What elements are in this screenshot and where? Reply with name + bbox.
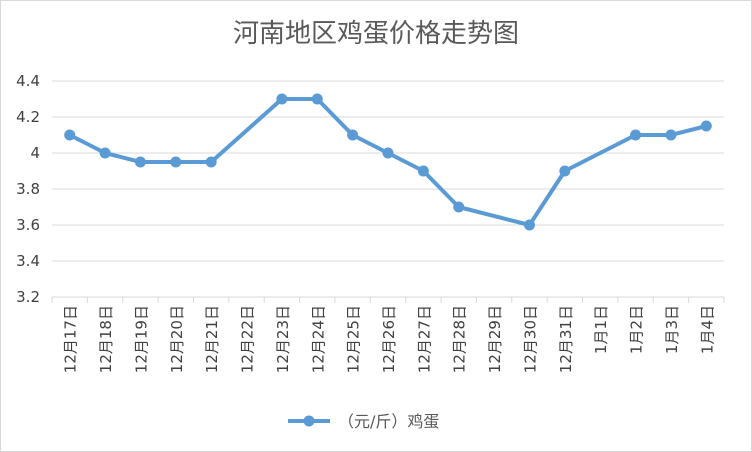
x-tick-label: 12月21日 bbox=[203, 305, 221, 373]
data-point bbox=[64, 129, 76, 141]
data-point bbox=[523, 219, 535, 231]
x-tick-label: 12月24日 bbox=[309, 305, 327, 373]
data-point bbox=[382, 147, 394, 159]
x-tick-label: 12月18日 bbox=[97, 305, 115, 373]
data-point bbox=[453, 201, 465, 213]
data-point bbox=[311, 93, 323, 105]
legend-marker-icon bbox=[303, 415, 315, 427]
data-point bbox=[99, 147, 111, 159]
x-tick-label: 12月29日 bbox=[486, 305, 504, 373]
x-tick-label: 12月20日 bbox=[168, 305, 186, 373]
legend-label: （元/斤）鸡蛋 bbox=[338, 412, 439, 431]
x-tick-label: 12月26日 bbox=[380, 305, 398, 373]
y-tick-label: 3.8 bbox=[16, 180, 40, 198]
series-line bbox=[67, 97, 709, 227]
y-tick-label: 3.2 bbox=[16, 288, 40, 306]
x-tick-label: 1月1日 bbox=[592, 305, 610, 354]
x-tick-label: 12月27日 bbox=[415, 305, 433, 373]
data-point bbox=[700, 120, 712, 132]
x-tick-label: 12月28日 bbox=[451, 305, 469, 373]
gridlines bbox=[52, 80, 724, 298]
x-axis: 12月17日 12月18日 12月19日 12月20日 12月21日 12月22日 12月2… bbox=[51, 297, 725, 373]
data-point bbox=[134, 156, 146, 168]
x-tick-label: 12月30日 bbox=[521, 305, 539, 373]
y-tick-label: 3.4 bbox=[16, 252, 40, 270]
y-tick-label: 3.6 bbox=[16, 216, 40, 234]
y-tick-label: 4.4 bbox=[16, 72, 40, 90]
chart-title: 河南地区鸡蛋价格走势图 bbox=[232, 19, 519, 49]
y-axis: 3.2 3.4 3.6 3.8 4 4.2 4.4 bbox=[16, 72, 40, 306]
data-point bbox=[417, 165, 429, 177]
x-tick-label: 1月2日 bbox=[628, 305, 646, 354]
data-point bbox=[170, 156, 182, 168]
data-point bbox=[559, 165, 571, 177]
x-tick-label: 12月25日 bbox=[345, 305, 363, 373]
data-point bbox=[205, 156, 217, 168]
data-point bbox=[347, 129, 359, 141]
data-point bbox=[630, 129, 642, 141]
x-tick-label: 12月17日 bbox=[62, 305, 80, 373]
series-group bbox=[64, 93, 712, 231]
x-tick-label: 12月19日 bbox=[132, 305, 150, 373]
legend: （元/斤）鸡蛋 bbox=[288, 412, 439, 431]
x-tick-label: 12月22日 bbox=[239, 305, 257, 373]
y-tick-label: 4.2 bbox=[16, 108, 40, 126]
data-point bbox=[276, 93, 288, 105]
data-point bbox=[665, 129, 677, 141]
x-tick-label: 1月4日 bbox=[698, 305, 716, 354]
x-tick-label: 1月3日 bbox=[663, 305, 681, 354]
x-tick-label: 12月23日 bbox=[274, 305, 292, 373]
x-tick-label: 12月31日 bbox=[557, 305, 575, 373]
y-tick-label: 4 bbox=[30, 144, 40, 162]
